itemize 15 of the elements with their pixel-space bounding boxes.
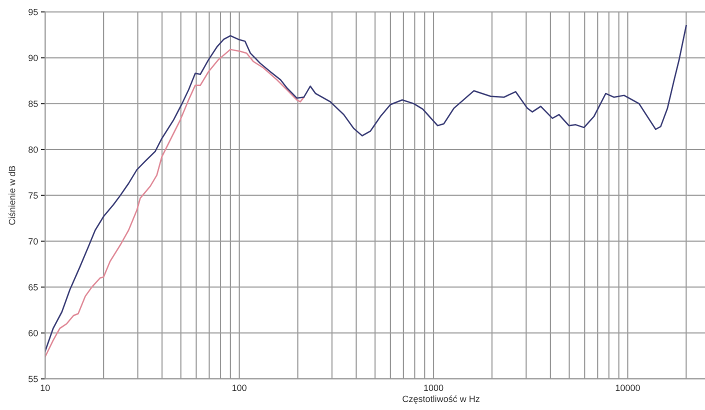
y-tick-label: 95 xyxy=(28,8,38,16)
y-tick-label: 85 xyxy=(28,100,38,107)
x-tick-label: 1000 xyxy=(424,384,444,392)
y-tick-label: 65 xyxy=(28,284,38,290)
y-axis-title: Ciśnienie w dB xyxy=(8,166,16,225)
x-tick-label: 10 xyxy=(40,384,50,392)
x-tick-label: 10000 xyxy=(616,384,640,392)
y-tick-label: 70 xyxy=(28,238,38,245)
x-tick-label: 100 xyxy=(232,384,246,392)
x-axis-title: Częstotliwość w Hz xyxy=(402,395,480,404)
y-tick-label: 80 xyxy=(28,146,38,153)
y-tick-label: 90 xyxy=(28,54,38,62)
y-tick-label: 60 xyxy=(28,330,38,336)
y-tick-label: 55 xyxy=(28,376,38,382)
y-tick-label: 75 xyxy=(28,192,38,199)
